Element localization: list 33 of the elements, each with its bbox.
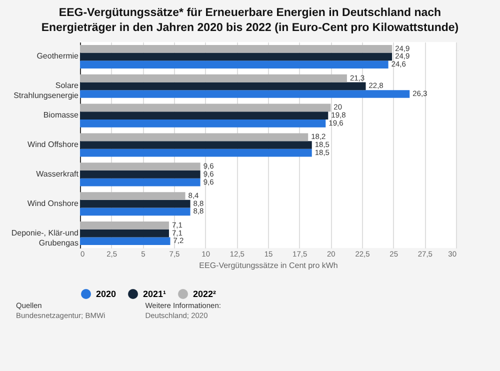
bar: [80, 44, 392, 53]
bar: [80, 222, 169, 230]
bar: [80, 170, 200, 178]
y-tick-label: Geothermie: [36, 52, 80, 61]
bar: [80, 162, 200, 171]
chart-title: EEG-Vergütungssätze* für Erneuerbare Energien in Deutschland nach Energieträger in den Jahren 2020 bis 2022 (in Euro-Cent pro Kilowattstunde): [40, 6, 460, 36]
legend-label: 2022²: [193, 289, 216, 299]
bar: [80, 74, 347, 82]
bar: [80, 178, 200, 186]
bar: [80, 237, 170, 246]
bar: [80, 112, 328, 120]
bar: [80, 208, 190, 216]
bar: [80, 104, 331, 112]
bar: [80, 141, 312, 149]
legend-label: 2020: [96, 289, 116, 299]
bar: [80, 192, 186, 200]
y-tick-label: Wind Onshore: [27, 198, 80, 208]
bar: [80, 148, 312, 157]
y-tick-label: Biomasse: [43, 110, 80, 120]
legend-label: 2021¹: [143, 289, 166, 299]
y-tick-label: Solare Strahlungsenergie: [14, 81, 80, 100]
y-tick-label: Wasserkraft: [36, 169, 80, 178]
y-tick-label: Deponie-, Klär-und Grubengas: [11, 228, 78, 248]
bar: [80, 119, 326, 128]
bar: [80, 200, 190, 208]
y-tick-label: Wind Offshore: [28, 140, 80, 149]
bar: [80, 133, 308, 142]
bar: [80, 60, 388, 68]
bar: [80, 229, 169, 238]
bar: [80, 52, 392, 61]
bar: [80, 90, 410, 98]
x-axis-title: EEG-Vergütungssätze in Cent pro kWh: [199, 261, 338, 270]
bar: [80, 82, 366, 90]
